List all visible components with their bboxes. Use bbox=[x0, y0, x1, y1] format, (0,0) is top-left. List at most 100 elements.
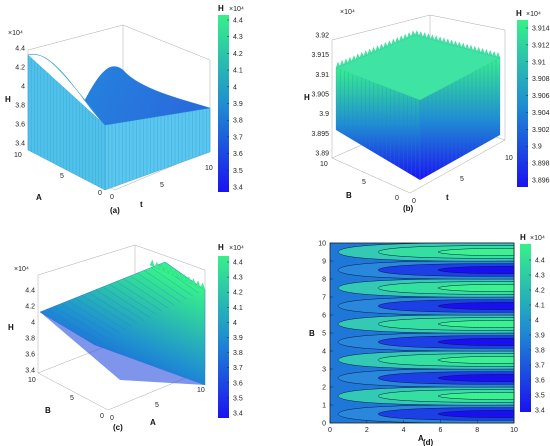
panel-c-cb-tick: 3.5 bbox=[233, 395, 243, 402]
panel-c-cb-tick: 4.4 bbox=[233, 260, 243, 267]
panel-c-mesh-line bbox=[102, 286, 151, 318]
panel-c-z-tick: 4.2 bbox=[25, 304, 35, 311]
panel-b-tooth bbox=[347, 56, 353, 64]
panel-a-cb-exp: ×10⁴ bbox=[229, 6, 244, 13]
panel-b-cb-exp: ×10⁴ bbox=[526, 11, 541, 18]
panel-c-colorbar-ticks: 3.4 3.5 3.6 3.7 3.8 3.9 4 4.1 4.2 4.3 4.4 bbox=[227, 260, 243, 418]
panel-b-tooth bbox=[465, 43, 470, 50]
panel-d-ylabel: B bbox=[309, 329, 315, 338]
panel-d-y-tick: 0 bbox=[322, 421, 326, 428]
panel-c-tooth bbox=[154, 261, 160, 270]
panel-c-tooth bbox=[200, 282, 206, 291]
panel-a-cb-tick: 4 bbox=[233, 84, 237, 91]
panel-c-cb-tick: 4 bbox=[233, 320, 237, 327]
panel-d-cb-exp: ×10⁴ bbox=[530, 235, 545, 242]
panel-d-y-tick: 6 bbox=[322, 313, 326, 320]
panel-b-cb-tick: 3.904 bbox=[532, 110, 550, 117]
panel-b-ytick-5: 5 bbox=[362, 179, 366, 186]
panel-a-cb-tick: 3.9 bbox=[233, 101, 243, 108]
panel-d-y-tick: 5 bbox=[322, 331, 326, 338]
panel-c-tooth bbox=[181, 274, 187, 282]
panel-d-y-ticks: 0 1 2 3 4 5 6 7 8 9 10 bbox=[318, 241, 333, 428]
panel-c-mesh-line bbox=[109, 284, 157, 315]
panel-b-ylabel: B bbox=[346, 191, 352, 200]
panel-c-mesh-line bbox=[123, 278, 169, 309]
panel-d-colorbar-ticks: 3.4 3.5 3.6 3.7 3.8 3.9 4 4.1 4.2 4.3 4.4 bbox=[529, 258, 545, 415]
panel-d-x-tick: 8 bbox=[475, 427, 479, 434]
panel-b-tooth bbox=[426, 33, 431, 40]
panel-b-ytick-0: 0 bbox=[395, 195, 399, 202]
panel-b-tooth bbox=[379, 43, 384, 51]
panel-c-tooth bbox=[158, 263, 164, 272]
panel-c-cb-title: H bbox=[218, 243, 224, 252]
panel-d-y-tick: 9 bbox=[322, 259, 326, 266]
panel-d-contour-bands bbox=[337, 242, 515, 424]
panel-c-cb-tick: 3.9 bbox=[233, 335, 243, 342]
panel-b-tooth bbox=[434, 35, 439, 42]
panel-b-tooth bbox=[355, 53, 360, 61]
panel-d-cb-tick: 4.2 bbox=[535, 288, 545, 295]
panel-b-tooth bbox=[441, 37, 447, 44]
panel-b-tooth bbox=[457, 41, 462, 48]
panel-b-tooth bbox=[488, 49, 493, 57]
panel-c-mesh-line bbox=[74, 298, 126, 330]
panel-a-z-tick: 4 bbox=[21, 84, 25, 91]
panel-a-cb-tick: 3.5 bbox=[233, 168, 243, 175]
panel-d-cb-tick: 4 bbox=[535, 318, 539, 325]
panel-b-cb-tick: 3.9 bbox=[532, 144, 542, 151]
panel-b-zexp: ×10⁴ bbox=[340, 9, 355, 16]
panel-b-tooth bbox=[476, 46, 481, 53]
panel-b-cb-tick: 3.912 bbox=[532, 42, 550, 49]
panel-b-colorbar-ticks: 3.896 3.898 3.9 3.902 3.904 3.906 3.908 3.91 3.9… bbox=[526, 26, 550, 185]
panel-c-xtick-5: 5 bbox=[155, 402, 159, 409]
panel-d-contour-core bbox=[437, 410, 515, 418]
panel-d-cb-tick: 3.4 bbox=[535, 408, 545, 415]
panel-b-top-edge-teeth bbox=[335, 30, 501, 69]
panel-c-surface-lines bbox=[39, 261, 206, 346]
panel-b-tooth bbox=[367, 48, 372, 56]
panel-c-mesh-line bbox=[130, 275, 175, 306]
panel-d-contour-core bbox=[437, 302, 515, 310]
panel-b-tooth bbox=[445, 38, 451, 45]
panel-a-cb-tick: 3.6 bbox=[233, 151, 243, 158]
panel-b-tooth bbox=[391, 38, 396, 46]
panel-c-ytick-0: 0 bbox=[100, 413, 104, 420]
panel-b-cb-tick: 3.902 bbox=[532, 127, 550, 134]
panel-a-z-tick: 3.4 bbox=[15, 141, 25, 148]
panel-a: ×10⁴ H 3.43.63.844.24.4 0 5 10 A 0 5 10 … bbox=[5, 4, 244, 215]
panel-c-zexp: ×10⁴ bbox=[14, 266, 29, 273]
panel-c-tooth bbox=[149, 259, 155, 268]
panel-c-cb-tick: 3.6 bbox=[233, 380, 243, 387]
panel-b-tooth bbox=[402, 33, 408, 41]
panel-b-tooth bbox=[422, 32, 427, 39]
panel-a-cb-tick: 4.3 bbox=[233, 34, 243, 41]
panel-b-tooth bbox=[430, 34, 435, 41]
panel-c-mesh-line bbox=[88, 292, 138, 324]
panel-b-z-tick: 3.92 bbox=[315, 33, 329, 40]
panel-b-xlabel: t bbox=[446, 193, 449, 202]
panel-a-ytick-5: 5 bbox=[60, 173, 64, 180]
panel-d-contour-core bbox=[437, 356, 515, 364]
panel-a-cb-tick: 4.4 bbox=[233, 18, 243, 25]
panel-c-cb-tick: 3.8 bbox=[233, 350, 243, 357]
panel-c-cb-tick: 3.7 bbox=[233, 365, 243, 372]
panel-c-mesh-line bbox=[144, 270, 187, 300]
panel-b-cb-tick: 3.91 bbox=[532, 59, 546, 66]
panel-b-tooth bbox=[453, 40, 458, 47]
panel-c-tooth bbox=[186, 276, 192, 285]
panel-d-y-tick: 3 bbox=[322, 367, 326, 374]
panel-d-y-tick: 8 bbox=[322, 277, 326, 284]
panel-d-x-tick: 4 bbox=[402, 427, 406, 434]
panel-b-xtick-5: 5 bbox=[460, 176, 464, 183]
panel-b-tooth bbox=[335, 61, 341, 69]
panel-c-colorbar bbox=[218, 256, 229, 418]
panel-d-contour-core bbox=[437, 284, 515, 292]
panel-b-tooth bbox=[339, 60, 345, 67]
panel-d-y-tick: 4 bbox=[322, 349, 326, 356]
panel-a-caption: (a) bbox=[110, 206, 120, 215]
panel-c-tooth bbox=[172, 270, 178, 278]
panel-d-x-tick: 10 bbox=[510, 427, 518, 434]
panel-b-tooth bbox=[359, 51, 364, 59]
panel-b-tooth bbox=[375, 45, 380, 52]
